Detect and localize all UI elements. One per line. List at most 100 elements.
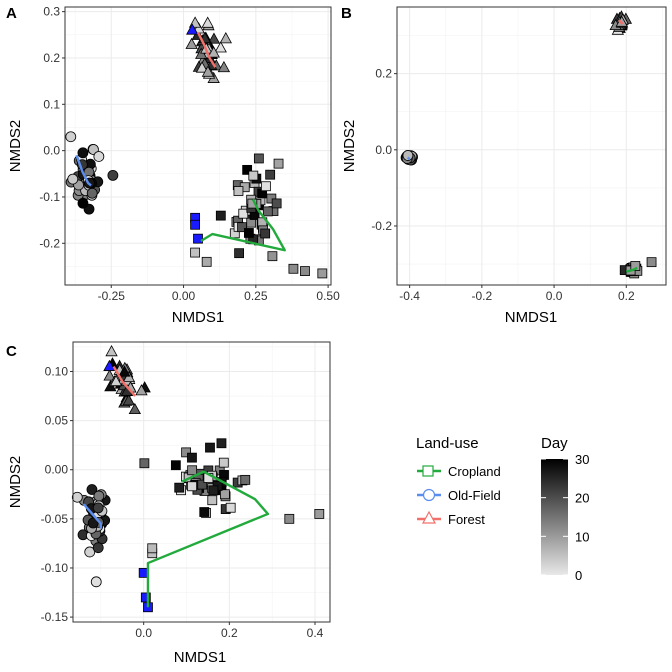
data-point-cropland (265, 169, 276, 180)
data-point-cropland (197, 479, 208, 490)
y-tick-label: -0.2 (39, 236, 60, 250)
data-point-forest (214, 41, 227, 53)
data-point (147, 543, 158, 554)
panel-b-y-title: NMDS2 (341, 120, 358, 173)
panel-c-y-title: NMDS2 (7, 456, 24, 509)
panel-b-grid (397, 7, 666, 285)
panel-b-plot-area (397, 7, 666, 285)
panel-c-points (71, 344, 325, 613)
y-tick-label: 0.10 (45, 364, 69, 378)
x-tick-label: -0.2 (472, 289, 493, 303)
data-point-cropland (207, 495, 218, 506)
y-tick-label: 0.0 (375, 143, 392, 157)
data-point-cropland (242, 164, 253, 175)
y-tick-label: 0.3 (43, 5, 60, 19)
data-point-old-field (77, 147, 89, 159)
y-tick-label: 0.00 (45, 463, 69, 477)
data-point (314, 509, 325, 519)
data-point-old-field (92, 542, 104, 554)
panel-a-label: A (6, 5, 17, 22)
data-point-forest (207, 32, 221, 44)
data-point (630, 261, 641, 271)
x-tick-label: 0.0 (135, 626, 152, 640)
data-point-cropland (181, 447, 192, 458)
data-point-cropland (170, 460, 181, 471)
y-tick-label: -0.2 (371, 219, 392, 233)
data-point-cropland (208, 485, 219, 496)
day-legend-title: Day (541, 435, 568, 452)
colorbar-label: 0 (575, 568, 582, 583)
data-point-forest (122, 394, 135, 406)
data-point-forest (185, 37, 198, 49)
data-point-cropland (244, 228, 254, 238)
panel-a-border (64, 6, 332, 286)
legend-label: Old-Field (448, 488, 501, 503)
data-point-forest (122, 370, 136, 383)
data-point-forest (195, 61, 209, 73)
y-tick-label: -0.05 (41, 512, 69, 526)
panel-b-x-title: NMDS1 (505, 309, 558, 326)
legend-label: Forest (448, 512, 485, 527)
data-point-cropland (247, 198, 258, 209)
panel-a-points (65, 16, 328, 279)
data-point-cropland (240, 474, 251, 485)
y-tick-label: 0.05 (45, 414, 69, 428)
data-point-cropland (253, 153, 264, 164)
day-colorbar-ticks: 30 20 10 0 (541, 452, 589, 583)
data-point-forest (217, 60, 231, 73)
y-tick-label: 0.2 (43, 51, 60, 65)
data-point (646, 257, 657, 268)
data-point (190, 219, 201, 230)
trajectory-forest (112, 365, 137, 397)
data-point (105, 344, 118, 357)
data-point-cropland (139, 458, 150, 469)
data-point (288, 263, 299, 274)
trajectory-cropland (200, 198, 286, 252)
data-point-old-field (86, 187, 98, 199)
panel-c-label: C (6, 343, 17, 360)
data-point-cropland (233, 186, 244, 196)
trajectory-old-field (406, 156, 411, 161)
panel-b-points (400, 10, 657, 279)
x-tick-label: 0.50 (316, 289, 340, 303)
x-tick-label: 0.2 (221, 626, 238, 640)
data-point-old-field (93, 490, 105, 502)
data-point (103, 359, 116, 371)
data-point-cropland (248, 170, 259, 181)
data-point (201, 256, 212, 267)
landuse-legend-title: Land-use (416, 435, 479, 452)
y-tick-label: 0.0 (43, 144, 60, 158)
data-point-cropland (238, 208, 249, 219)
data-point-forest (109, 374, 123, 387)
data-point-old-field (402, 150, 414, 161)
panel-a-y-title: NMDS2 (7, 120, 24, 173)
panel-c: C 0.0 0.2 0.4 -0.15-0.10-0.050.000.050.10 … (6, 341, 331, 666)
x-tick-label: 0.0 (546, 289, 563, 303)
data-point-old-field (67, 173, 79, 185)
data-point-old-field (86, 484, 98, 495)
data-point-cropland (187, 452, 197, 463)
data-point (140, 592, 151, 603)
data-point-cropland (225, 502, 236, 513)
trajectory-cropland (146, 470, 270, 608)
y-tick-label: -0.15 (41, 610, 69, 624)
data-point (190, 247, 201, 258)
data-point-forest (219, 32, 232, 44)
panel-a-y-ticks: -0.2 -0.1 0.0 0.1 0.2 0.3 (39, 5, 65, 250)
data-point-forest (195, 47, 208, 59)
data-point-cropland (215, 210, 226, 221)
data-point-cropland (237, 222, 247, 233)
panel-b: B -0.4 -0.2 0.0 0.2 -0.2 0.0 0.2 NMDS1 NMDS2 (341, 5, 667, 326)
data-point-cropland (174, 482, 185, 493)
y-tick-label: 0.1 (43, 97, 60, 111)
data-point-forest (201, 65, 215, 77)
landuse-legend-items: Cropland Old-Field Forest (417, 464, 501, 527)
x-tick-label: 0.4 (307, 626, 324, 640)
colorbar-label: 20 (575, 491, 589, 506)
panel-c-x-title: NMDS1 (174, 649, 227, 666)
data-point (65, 131, 77, 143)
panel-a: A -0.25 0.00 0.25 0.50 -0.2 -0.1 0.0 0.1 0.2 0.3… (6, 5, 340, 326)
data-point (300, 266, 310, 277)
y-tick-label: 0.2 (375, 67, 392, 81)
